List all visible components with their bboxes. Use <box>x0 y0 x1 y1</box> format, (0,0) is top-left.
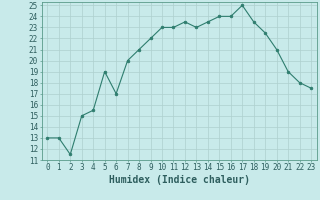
X-axis label: Humidex (Indice chaleur): Humidex (Indice chaleur) <box>109 175 250 185</box>
